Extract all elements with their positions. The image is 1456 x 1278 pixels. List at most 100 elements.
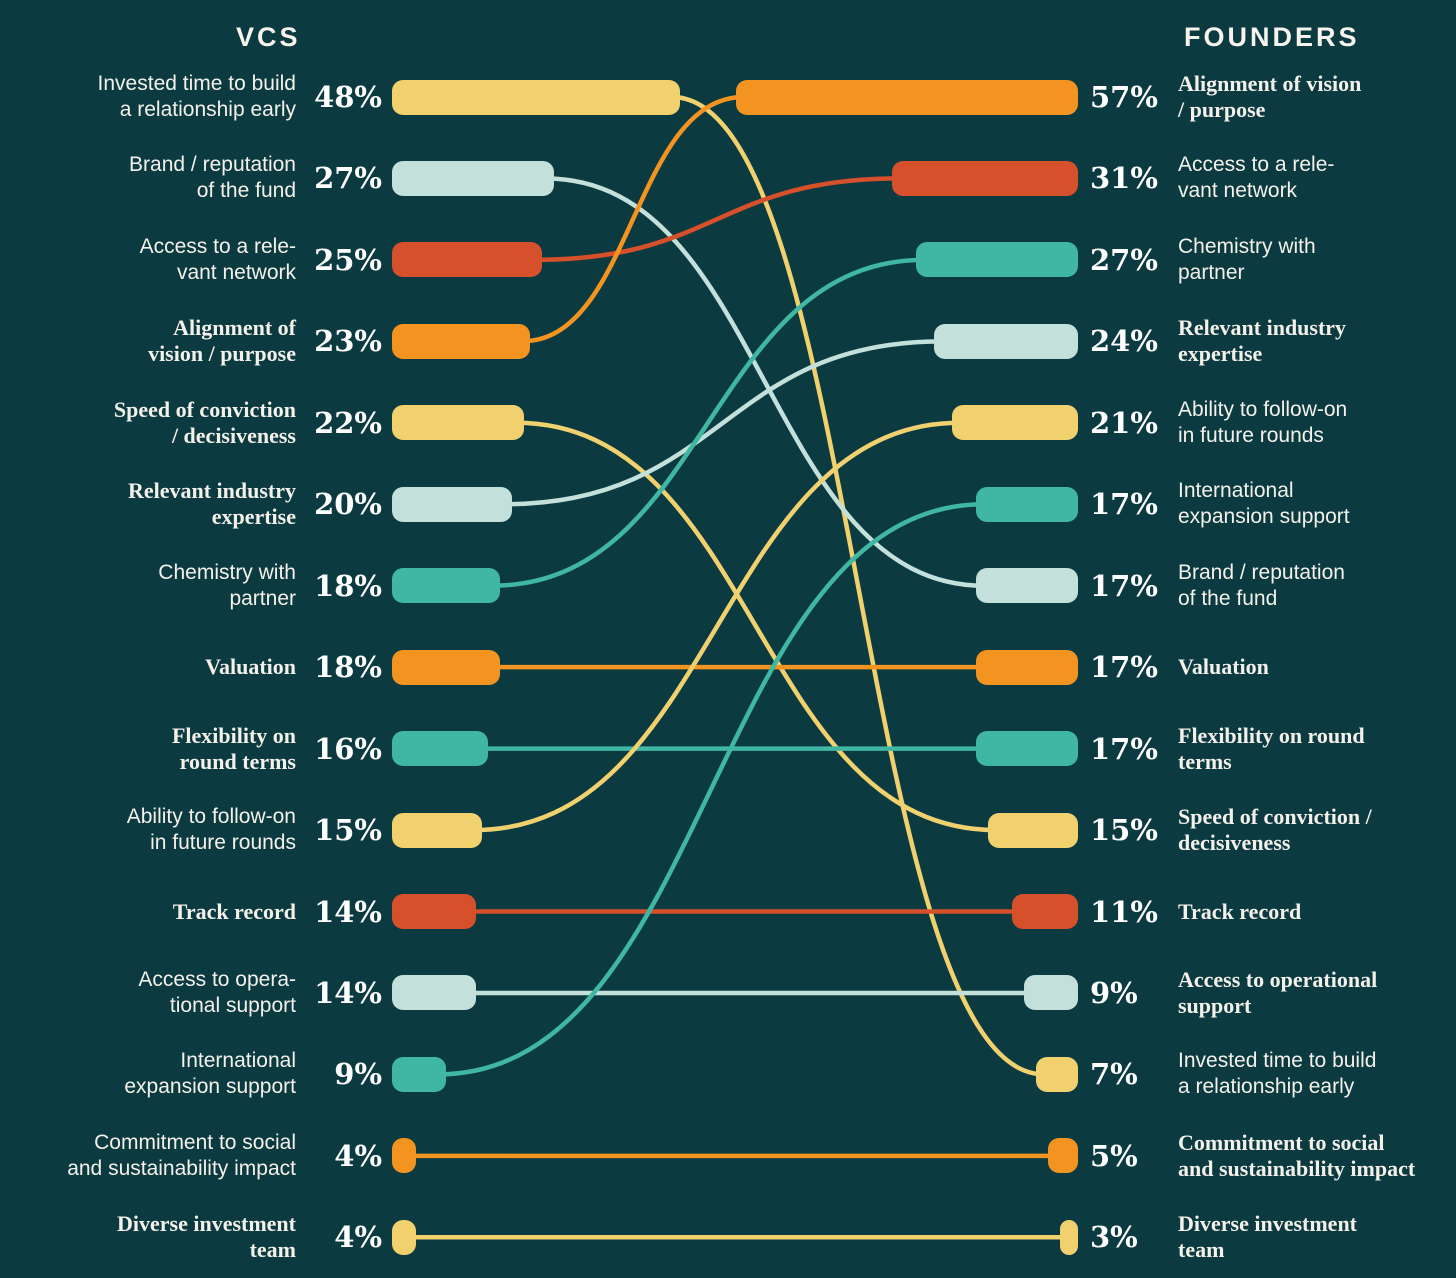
vc-value-invested-time: 48% — [314, 80, 382, 114]
founder-label-industry-expertise: Relevant industry expertise — [1178, 315, 1347, 367]
founder-bar-invested-time — [1036, 1056, 1078, 1092]
founder-value-follow-on: 21% — [1090, 405, 1158, 440]
founder-value-chemistry-partner: 27% — [1090, 242, 1158, 277]
link-curve-brand-reputation — [543, 176, 987, 588]
vc-bar-diverse-team — [392, 1219, 416, 1255]
vc-label-industry-expertise: Relevant industry expertise — [127, 478, 296, 530]
link-curve-follow-on — [471, 420, 963, 833]
founder-value-access-network: 31% — [1090, 161, 1158, 196]
vc-bar-invested-time — [392, 79, 680, 115]
vc-value-access-network: 25% — [314, 242, 382, 277]
founder-value-invested-time: 7% — [1090, 1057, 1138, 1092]
vc-bar-follow-on — [392, 812, 482, 848]
founder-label-chemistry-partner: Chemistry with partner — [1178, 234, 1316, 284]
vc-value-industry-expertise: 20% — [314, 487, 382, 522]
founder-label-access-network: Access to a rele- vant network — [1178, 153, 1335, 203]
vc-bar-speed-conviction — [392, 405, 524, 441]
founder-label-invested-time: Invested time to build a relationship ea… — [1178, 1049, 1377, 1099]
vc-label-invested-time: Invested time to build a relationship ea… — [97, 72, 296, 121]
vc-label-follow-on: Ability to follow-on in future rounds — [126, 805, 296, 855]
founder-bar-follow-on — [952, 405, 1078, 441]
vc-bar-social-impact — [392, 1138, 416, 1174]
vc-label-operational-support: Access to opera- tional support — [138, 967, 296, 1017]
vc-bar-track-record — [392, 894, 476, 929]
founder-value-valuation: 17% — [1090, 650, 1158, 685]
vc-value-alignment-vision: 23% — [314, 324, 382, 359]
founder-value-alignment-vision: 57% — [1090, 80, 1158, 114]
vc-label-speed-conviction: Speed of conviction / decisiveness — [113, 396, 296, 448]
vc-label-brand-reputation: Brand / reputation of the fund — [129, 153, 296, 203]
vc-value-track-record: 14% — [314, 894, 382, 929]
vc-label-chemistry-partner: Chemistry with partner — [158, 560, 296, 610]
founder-bar-brand-reputation — [976, 568, 1078, 604]
vc-label-flexibility-round-terms: Flexibility on round terms — [171, 722, 296, 774]
vc-bar-chemistry-partner — [392, 568, 500, 604]
founder-label-flexibility-round-terms: Flexibility on round terms — [1178, 722, 1365, 774]
founder-label-brand-reputation: Brand / reputation of the fund — [1178, 560, 1345, 610]
vc-value-international-expansion: 9% — [334, 1057, 382, 1092]
founder-label-social-impact: Commitment to social and sustainability … — [1178, 1129, 1416, 1181]
vc-bar-flexibility-round-terms — [392, 731, 488, 767]
vc-label-international-expansion: International expansion support — [124, 1049, 296, 1099]
founder-bar-track-record — [1012, 894, 1078, 929]
vc-label-track-record: Track record — [172, 898, 296, 924]
founder-label-diverse-team: Diverse investment team — [1178, 1211, 1358, 1263]
vc-label-social-impact: Commitment to social and sustainability … — [67, 1130, 296, 1180]
founder-bar-access-network — [892, 160, 1078, 196]
link-curve-international-expansion — [435, 502, 987, 1077]
link-curve-invested-time — [669, 94, 1047, 1077]
link-curve-industry-expertise — [501, 339, 945, 507]
founder-bar-international-expansion — [976, 486, 1078, 522]
founder-bar-alignment-vision — [736, 79, 1078, 115]
founder-bar-diverse-team — [1060, 1219, 1078, 1255]
vc-value-diverse-team: 4% — [334, 1220, 382, 1255]
vc-value-chemistry-partner: 18% — [314, 568, 382, 603]
founder-bar-social-impact — [1048, 1138, 1078, 1174]
founders-column-title: FOUNDERS — [1184, 22, 1360, 52]
founder-bar-valuation — [976, 649, 1078, 685]
founder-value-flexibility-round-terms: 17% — [1090, 731, 1158, 766]
founder-value-diverse-team: 3% — [1090, 1220, 1138, 1255]
vc-bar-access-network — [392, 242, 542, 278]
link-curve-speed-conviction — [513, 420, 999, 833]
founder-bar-speed-conviction — [988, 812, 1078, 848]
link-curve-alignment-vision — [519, 94, 747, 344]
link-curve-chemistry-partner — [489, 257, 927, 588]
vc-value-follow-on: 15% — [314, 813, 382, 848]
vc-label-diverse-team: Diverse investment team — [116, 1211, 296, 1263]
founder-label-alignment-vision: Alignment of vision / purpose — [1178, 71, 1362, 122]
vc-value-flexibility-round-terms: 16% — [314, 731, 382, 766]
vc-bar-industry-expertise — [392, 486, 512, 522]
founder-value-speed-conviction: 15% — [1090, 813, 1158, 848]
vc-value-social-impact: 4% — [334, 1138, 382, 1173]
founder-value-operational-support: 9% — [1090, 975, 1138, 1010]
founder-label-speed-conviction: Speed of conviction / decisiveness — [1178, 804, 1372, 856]
vcs-column-title: VCS — [236, 22, 301, 52]
founder-value-international-expansion: 17% — [1090, 487, 1158, 522]
link-curve-access-network — [531, 176, 903, 263]
founder-bar-flexibility-round-terms — [976, 731, 1078, 767]
founder-label-operational-support: Access to operational support — [1178, 966, 1378, 1018]
founder-label-international-expansion: International expansion support — [1178, 479, 1350, 529]
vc-label-alignment-vision: Alignment of vision / purpose — [148, 315, 296, 367]
vc-bar-international-expansion — [392, 1056, 446, 1092]
founder-label-follow-on: Ability to follow-on in future rounds — [1178, 397, 1348, 447]
founder-bar-operational-support — [1024, 975, 1078, 1011]
vc-value-valuation: 18% — [314, 650, 382, 685]
founder-value-industry-expertise: 24% — [1090, 324, 1158, 359]
vc-value-operational-support: 14% — [314, 975, 382, 1010]
vc-value-brand-reputation: 27% — [314, 161, 382, 196]
vc-label-access-network: Access to a rele- vant network — [139, 234, 296, 284]
founder-bar-chemistry-partner — [916, 242, 1078, 278]
founder-value-brand-reputation: 17% — [1090, 568, 1158, 603]
vc-label-valuation: Valuation — [205, 654, 296, 680]
vc-bar-alignment-vision — [392, 323, 530, 359]
founder-label-valuation: Valuation — [1178, 654, 1269, 680]
founder-value-social-impact: 5% — [1090, 1138, 1138, 1173]
vc-value-speed-conviction: 22% — [314, 405, 382, 440]
vc-bar-valuation — [392, 649, 500, 685]
vc-bar-brand-reputation — [392, 160, 554, 196]
